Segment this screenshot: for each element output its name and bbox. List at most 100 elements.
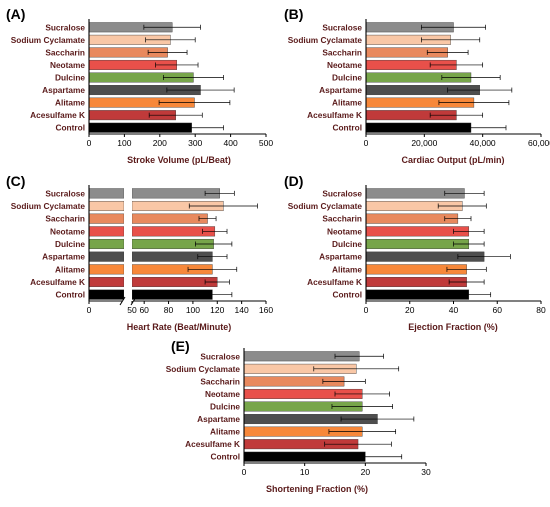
x-axis-title: Shortening Fraction (%) [266,484,368,494]
category-label: Dulcine [332,239,362,249]
error-bar [198,216,217,222]
x-tick-label: 0 [242,467,247,477]
error-bar [194,241,233,247]
category-label: Acesulfame K [307,110,362,120]
x-tick-label: 40 [449,305,459,315]
error-bar [324,441,392,447]
category-label: Neotame [50,226,85,236]
x-tick-label: 20 [361,467,371,477]
error-bar [334,353,384,359]
x-axis-title: Ejection Fraction (%) [408,322,498,332]
category-label: Neotame [327,60,362,70]
bar [131,276,218,288]
category-label: Neotame [327,226,362,236]
x-tick-label: 0 [364,138,369,148]
panel-label: (B) [284,6,303,22]
category-label: Sodium Cyclamate [288,35,363,45]
category-label: Alitame [332,264,362,274]
x-tick-label: 80 [164,305,174,315]
x-tick-label: 80 [536,305,546,315]
chart-panel-4: (D) Sucralose Sodium Cyclamate Saccharin Neo… [284,173,546,332]
bar-segment-1 [88,213,125,224]
x-tick-label: 10 [300,467,310,477]
error-bar [204,279,230,285]
error-bar [441,75,501,80]
x-tick-label: 0 [87,138,92,148]
x-tick-label: 500 [259,138,273,148]
error-bar [204,190,235,196]
error-bar [197,254,228,260]
panel-label: (E) [171,338,190,354]
category-label: Dulcine [55,239,85,249]
category-label: Alitame [332,98,362,108]
category-label: Dulcine [210,402,240,412]
error-bar [334,391,390,397]
x-tick-label: 160 [259,305,273,315]
category-label: Dulcine [332,73,362,83]
x-tick-label: 60 [493,305,503,315]
category-label: Aspartame [197,414,240,424]
axis-break-gap [124,185,132,300]
bar-segment-1 [88,289,125,300]
error-bar [437,203,487,209]
error-bar [155,62,199,68]
axis-break-mark [119,296,126,306]
category-label: Sodium Cyclamate [11,35,86,45]
error-bar [313,366,400,372]
category-label: Aspartame [42,85,85,95]
x-tick-label: 300 [188,138,202,148]
error-bar [421,37,481,43]
x-tick-label: 100 [186,305,200,315]
x-tick-label: 100 [117,138,131,148]
error-bar [322,378,366,384]
error-bar [426,49,469,55]
category-label: Neotame [50,60,85,70]
x-tick-label: 120 [210,305,224,315]
x-tick-label: 140 [235,305,249,315]
error-bar [188,203,258,209]
error-bar [429,112,484,118]
x-axis-title: Heart Rate (Beat/Minute) [127,322,232,332]
category-label: Alitame [55,98,85,108]
bar-segment-1 [88,251,125,262]
category-label: Control [56,290,86,300]
bar [131,213,208,224]
bar-segment-1 [88,264,125,275]
error-bar [444,190,485,196]
error-bar [143,24,201,30]
category-label: Aspartame [42,252,85,262]
error-bar [444,216,472,222]
x-tick-label: 20 [405,305,415,315]
x-axis-title: Cardiac Output (pL/min) [402,155,505,165]
bar [365,213,459,224]
category-label: Saccharin [322,47,362,57]
category-label: Acesulfame K [30,110,85,120]
chart-panel-5: (E) Sucralose Sodium Cyclamate Saccharin Neo… [166,338,431,494]
x-tick-label: 50 [127,305,137,315]
category-label: Acesulfame K [30,277,85,287]
x-tick-label: 400 [224,138,238,148]
category-label: Sucralose [322,188,362,198]
error-bar [429,62,484,68]
error-bar [159,125,224,131]
bar-segment-1 [88,200,125,212]
error-bar [147,49,188,55]
x-tick-label: 30 [421,467,431,477]
category-label: Aspartame [319,85,362,95]
x-tick-label: 0 [364,305,369,315]
x-tick-label: 60,000 [528,138,550,148]
error-bar [438,100,510,106]
category-label: Neotame [205,389,240,399]
category-label: Dulcine [55,73,85,83]
error-bar [446,266,487,272]
error-bar [187,266,238,272]
category-label: Saccharin [200,376,240,386]
error-bar [331,404,393,409]
category-label: Saccharin [322,214,362,224]
category-label: Sodium Cyclamate [288,201,363,211]
error-bar [148,112,203,118]
chart-panel-3: (C) Sucralose Sodium Cyclamate Saccharin Neo… [6,173,273,332]
error-bar [158,100,231,106]
panel-label: (A) [6,6,25,22]
category-label: Control [56,123,86,133]
